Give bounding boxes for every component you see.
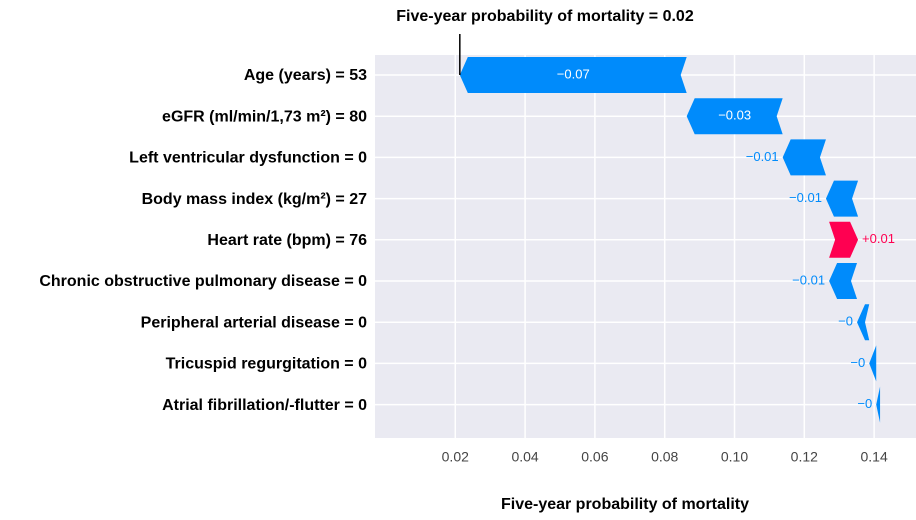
value-label: −0 bbox=[838, 314, 853, 329]
bar bbox=[782, 139, 826, 176]
x-tick-label: 0.04 bbox=[511, 449, 538, 465]
x-tick-label: 0.10 bbox=[721, 449, 748, 465]
y-tick-label: Age (years) = 53 bbox=[244, 67, 367, 84]
y-tick-label: Body mass index (kg/m²) = 27 bbox=[142, 191, 368, 208]
x-tick-label: 0.02 bbox=[442, 449, 469, 465]
y-tick-label: Tricuspid regurgitation = 0 bbox=[166, 356, 367, 373]
value-label: −0.03 bbox=[718, 108, 751, 123]
value-label: −0 bbox=[857, 396, 872, 411]
y-tick-label: Atrial fibrillation/-flutter = 0 bbox=[162, 397, 367, 414]
x-tick-label: 0.08 bbox=[651, 449, 678, 465]
x-tick-label: 0.14 bbox=[860, 449, 887, 465]
y-tick-label: Chronic obstructive pulmonary disease = … bbox=[39, 273, 367, 290]
x-axis-label: Five-year probability of mortality bbox=[501, 496, 749, 513]
bar bbox=[825, 180, 859, 217]
bar bbox=[876, 386, 881, 423]
bar bbox=[829, 221, 859, 258]
value-label: −0.07 bbox=[557, 66, 590, 81]
x-tick-label: 0.06 bbox=[581, 449, 608, 465]
y-tick-label: eGFR (ml/min/1,73 m²) = 80 bbox=[162, 108, 367, 125]
x-tick-label: 0.12 bbox=[791, 449, 818, 465]
value-label: +0.01 bbox=[862, 231, 895, 246]
bar bbox=[869, 345, 877, 382]
value-label: −0.01 bbox=[789, 190, 822, 205]
bar bbox=[459, 57, 687, 93]
y-tick-label: Heart rate (bpm) = 76 bbox=[207, 232, 367, 249]
y-tick-label: Peripheral arterial disease = 0 bbox=[141, 314, 367, 331]
bar bbox=[686, 98, 783, 135]
value-label: −0.01 bbox=[746, 149, 779, 164]
bar bbox=[857, 304, 870, 341]
bar bbox=[829, 263, 858, 299]
value-label: −0.01 bbox=[792, 272, 825, 287]
value-label: −0 bbox=[850, 355, 865, 370]
plot-background bbox=[375, 55, 916, 438]
y-tick-label: Left ventricular dysfunction = 0 bbox=[129, 150, 367, 167]
chart-title: Five-year probability of mortality = 0.0… bbox=[396, 8, 694, 25]
